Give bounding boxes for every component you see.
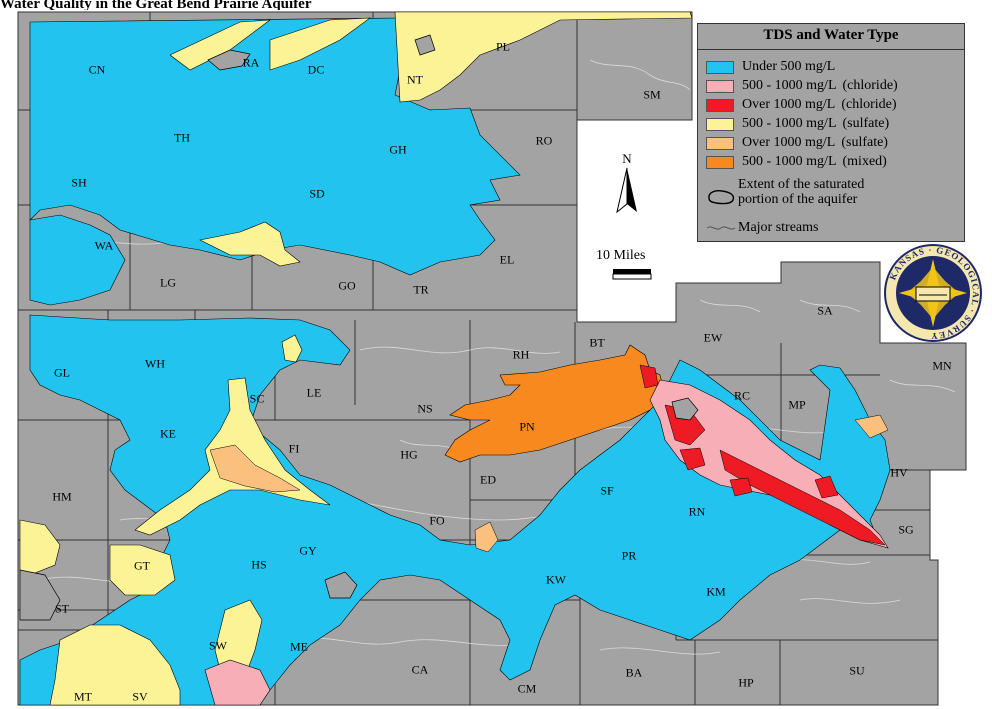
legend-label: Over 1000 mg/L	[742, 135, 836, 150]
legend-label: 500 - 1000 mg/L	[742, 116, 837, 131]
legend-extent-line2: portion of the aquifer	[738, 192, 858, 207]
zone-sulfate-over-1000	[209, 444, 301, 493]
zone-sulfate-500-1000-north	[394, 11, 693, 103]
legend-row: Over 1000 mg/L (chloride)	[706, 97, 897, 113]
legend-row: 500 - 1000 mg/L (mixed)	[706, 154, 887, 170]
legend-swatch	[706, 60, 734, 74]
legend-row: 500 - 1000 mg/L (chloride)	[706, 78, 898, 94]
legend-swatch	[706, 117, 734, 131]
legend-qualifier: (mixed)	[842, 154, 887, 169]
north-arrow-icon: N	[616, 152, 637, 214]
legend-qualifier: (chloride)	[841, 97, 897, 112]
zone-mixed-500-1000	[444, 344, 666, 463]
legend-label: 500 - 1000 mg/L	[742, 154, 837, 169]
north-label: N	[622, 152, 632, 166]
legend-swatch	[706, 79, 734, 93]
map-title: Water Quality in the Great Bend Prairie …	[0, 0, 312, 10]
scale-bar: 10 Miles	[596, 248, 666, 288]
legend-qualifier: (sulfate)	[842, 116, 890, 131]
legend-row: Over 1000 mg/L (sulfate)	[706, 135, 888, 151]
legend-swatch	[706, 98, 734, 112]
legend-swatch	[706, 155, 734, 169]
legend-extent-label: Extent of the saturated portion of the a…	[738, 177, 864, 207]
scale-label: 10 Miles	[596, 248, 646, 263]
legend-title: TDS and Water Type	[763, 27, 899, 43]
zone-under-500-north	[29, 17, 521, 276]
kgs-seal-icon: KANSAS · GEOLOGICAL · SURVEY	[884, 244, 982, 342]
legend-divider	[698, 49, 964, 50]
legend: TDS and Water Type Under 500 mg/L 500 - 1…	[697, 23, 965, 242]
legend-row: Under 500 mg/L	[706, 59, 835, 75]
legend-streams-label: Major streams	[738, 220, 819, 235]
legend-row: 500 - 1000 mg/L (sulfate)	[706, 116, 889, 132]
legend-extent-line1: Extent of the saturated	[738, 177, 865, 192]
legend-swatch	[706, 136, 734, 150]
legend-qualifier: (sulfate)	[841, 135, 888, 150]
legend-label: 500 - 1000 mg/L	[742, 78, 837, 93]
legend-label: Under 500 mg/L	[742, 59, 836, 74]
legend-label: Over 1000 mg/L	[742, 97, 836, 112]
scale-bar-icon	[612, 269, 652, 280]
legend-qualifier: (chloride)	[842, 78, 898, 93]
streams-icon	[706, 226, 736, 230]
aquifer-extent-icon	[708, 190, 735, 205]
aquifer-zones	[19, 11, 891, 706]
